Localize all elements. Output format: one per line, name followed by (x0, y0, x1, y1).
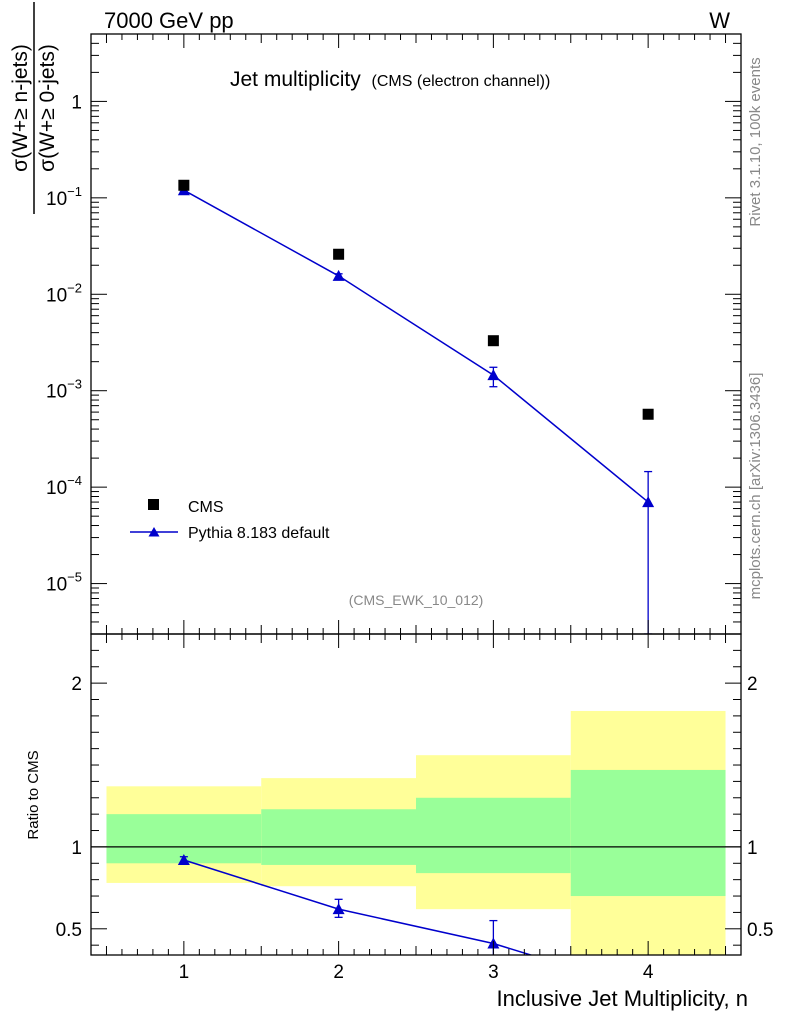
ratio-y-tick-label-left: 2 (71, 674, 82, 695)
upper-series-group (177, 179, 655, 634)
green-band-3 (416, 797, 571, 874)
y-tick-label: 10−3 (46, 377, 82, 403)
energy-label: 7000 GeV pp (104, 8, 234, 33)
cms-point-4 (642, 408, 654, 420)
y-tick-label: 10−5 (46, 570, 82, 596)
upper-ylabel-denominator: σ(W+≥ 0-jets) (36, 44, 59, 172)
cms-point-2 (333, 248, 345, 260)
pythia-point-2 (332, 269, 345, 281)
y-tick-label: 10−1 (46, 184, 82, 210)
x-axis-label: Inclusive Jet Multiplicity, n (497, 986, 748, 1011)
green-band-2 (261, 809, 416, 865)
ratio-y-tick-label-left: 0.5 (56, 920, 82, 941)
ratio-ylabel: Ratio to CMS (25, 750, 42, 839)
legend-pythia-marker (148, 527, 160, 537)
legend-cms-marker (148, 499, 159, 510)
analysis-tag: (CMS_EWK_10_012) (349, 592, 484, 608)
legend: CMS Pythia 8.183 default (130, 499, 330, 542)
main-title-text: Jet multiplicity (230, 68, 361, 91)
pythia-line (183, 189, 649, 503)
upper-frame (90, 33, 742, 635)
y-tick-label: 10−4 (46, 473, 82, 499)
pythia-point-3 (487, 369, 500, 381)
green-band-4 (570, 769, 726, 897)
ratio-pythia-point-1 (177, 854, 190, 866)
upper-ylabel: σ(W+≥ n-jets) σ(W+≥ 0-jets) (9, 2, 59, 214)
x-tick-label: 1 (179, 962, 190, 983)
main-title: Jet multiplicity (CMS (electron channel)… (230, 68, 550, 91)
ratio-y-tick-label-right: 2 (747, 674, 758, 695)
legend-pythia-label: Pythia 8.183 default (188, 525, 330, 542)
main-title-subtitle: (CMS (electron channel)) (372, 73, 551, 90)
ratio-pythia-line (183, 859, 534, 955)
rivet-label: Rivet 3.1.10, 100k events (747, 57, 764, 226)
x-tick-label: 4 (643, 962, 654, 983)
ratio-pythia-point-2 (332, 903, 345, 915)
axes-layer: 1 2 3 4 1 10−1 10−2 10−3 10−4 10−5 0.5 0.5 1 1 2 2 (46, 33, 773, 983)
ratio-y-tick-label-left: 1 (71, 838, 82, 859)
ratio-y-tick-label-right: 1 (747, 838, 758, 859)
cms-point-3 (487, 335, 499, 347)
x-tick-label: 2 (333, 962, 344, 983)
source-label: mcplots.cern.ch [arXiv:1306.3436] (747, 373, 764, 600)
x-tick-label: 3 (488, 962, 499, 983)
upper-ylabel-numerator: σ(W+≥ n-jets) (9, 44, 32, 172)
upper-data-layer (177, 179, 655, 634)
ratio-y-tick-label-right: 0.5 (747, 920, 773, 941)
y-tick-label: 1 (71, 92, 82, 113)
cms-point-1 (178, 179, 190, 191)
ratio-uncertainty-bands (91, 710, 741, 955)
pythia-point-4 (642, 496, 655, 508)
process-label: W (709, 8, 730, 33)
legend-cms-label: CMS (188, 499, 224, 516)
y-tick-label: 10−2 (46, 280, 82, 306)
